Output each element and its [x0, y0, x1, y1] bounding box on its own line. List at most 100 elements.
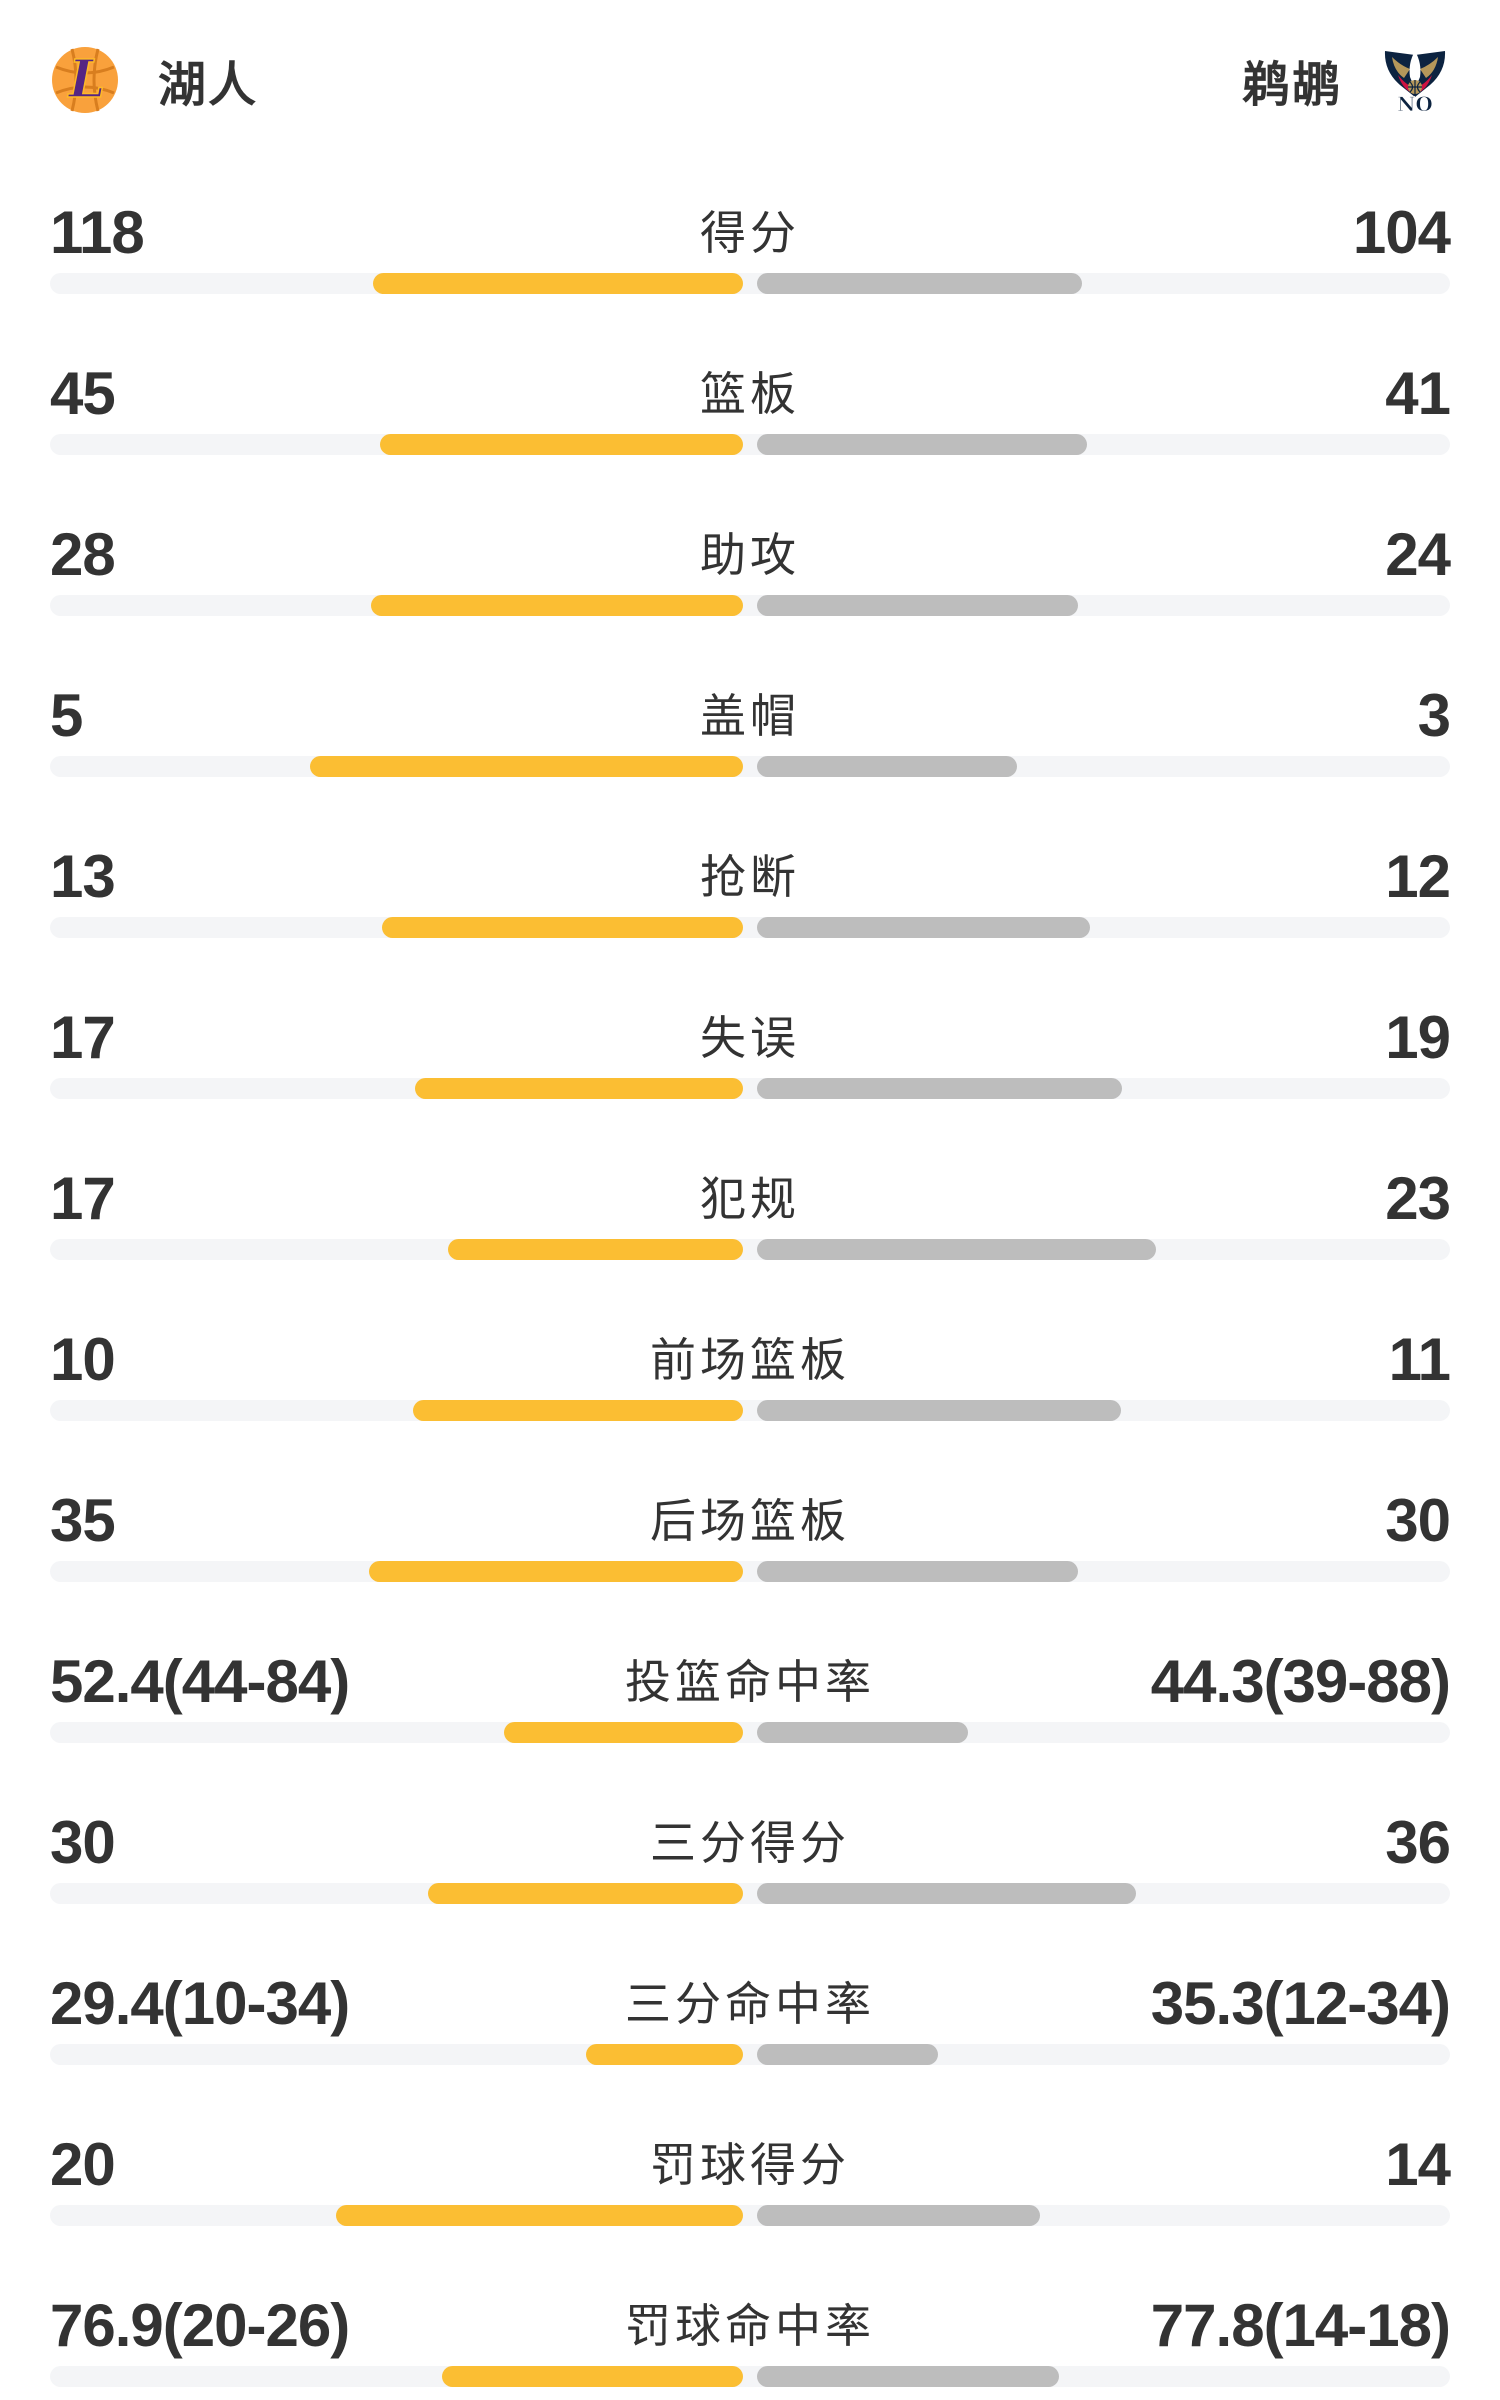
stat-bar-track [50, 2366, 1450, 2387]
away-team: 鹈鹕 NO [1242, 45, 1450, 115]
stat-bar-track [50, 756, 1450, 777]
stat-bar-track [50, 1400, 1450, 1421]
stat-bar-home [447, 1239, 743, 1260]
stat-row: 13 抢断 12 [50, 842, 1451, 938]
stat-bar-home [380, 434, 743, 455]
stat-bar-away [757, 1078, 1123, 1099]
stat-bar-home [373, 273, 743, 294]
stat-bar-home [412, 1400, 743, 1421]
stat-bar-home [503, 1722, 743, 1743]
away-team-name: 鹈鹕 [1241, 59, 1342, 112]
stat-bar-track [50, 434, 1450, 455]
stat-row: 10 前场篮板 11 [50, 1325, 1451, 1421]
stat-bar-away [757, 2366, 1060, 2387]
lakers-logo-icon: L [52, 47, 118, 113]
stat-home-value: 10 [50, 1326, 116, 1393]
stat-bar-home [310, 756, 743, 777]
stat-bar-away [757, 273, 1082, 294]
stat-label: 篮板 [700, 368, 800, 420]
stat-away-value: 12 [1385, 843, 1451, 910]
stat-label: 罚球命中率 [625, 2300, 875, 2352]
stat-bar-away [757, 434, 1088, 455]
stat-away-value: 36 [1385, 1809, 1451, 1876]
stat-bar-home [381, 917, 743, 938]
stat-away-value: 3 [1417, 682, 1451, 749]
stat-row: 30 三分得分 36 [50, 1808, 1451, 1904]
stat-bar-away [757, 1883, 1137, 1904]
svg-text:L: L [67, 49, 106, 110]
stat-row: 76.9(20-26) 罚球命中率 77.8(14-18) [50, 2291, 1451, 2387]
match-header: L 湖人 鹈鹕 NO [50, 0, 1450, 116]
stat-bar-track [50, 1239, 1450, 1260]
stat-home-value: 29.4(10-34) [50, 1970, 350, 2037]
stats-list: 118 得分 104 45 篮板 41 28 助攻 [50, 198, 1451, 2387]
stat-bar-track [50, 1883, 1450, 1904]
stat-home-value: 13 [50, 843, 116, 910]
stat-row: 20 罚球得分 14 [50, 2130, 1451, 2226]
stat-home-value: 20 [50, 2131, 116, 2198]
stat-row: 118 得分 104 [50, 198, 1451, 294]
stat-away-value: 24 [1385, 521, 1451, 588]
stat-home-value: 76.9(20-26) [50, 2292, 350, 2359]
stat-home-value: 28 [50, 521, 116, 588]
stat-row: 29.4(10-34) 三分命中率 35.3(12-34) [50, 1969, 1451, 2065]
stat-label: 助攻 [700, 529, 800, 581]
stat-bar-away [757, 1722, 969, 1743]
stat-bar-track [50, 2205, 1450, 2226]
stat-away-value: 11 [1388, 1326, 1451, 1393]
stat-away-value: 77.8(14-18) [1150, 2292, 1451, 2359]
stat-bar-away [757, 2205, 1040, 2226]
stat-bar-track [50, 917, 1450, 938]
stat-bar-away [757, 1561, 1078, 1582]
stat-label: 投篮命中率 [625, 1656, 875, 1708]
stat-home-value: 45 [50, 360, 116, 427]
stat-bar-away [757, 1239, 1156, 1260]
stat-home-value: 118 [50, 199, 145, 266]
stat-bar-track [50, 1561, 1450, 1582]
stat-away-value: 44.3(39-88) [1150, 1648, 1451, 1715]
stat-label: 前场篮板 [650, 1334, 850, 1386]
stat-away-value: 41 [1385, 360, 1451, 427]
stat-label: 三分命中率 [625, 1978, 875, 2030]
stat-row: 28 助攻 24 [50, 520, 1451, 616]
stat-label: 后场篮板 [650, 1495, 850, 1547]
stat-row: 17 失误 19 [50, 1003, 1451, 1099]
stat-row: 45 篮板 41 [50, 359, 1451, 455]
stat-bar-track [50, 595, 1450, 616]
stat-bar-track [50, 2044, 1450, 2065]
pelicans-logo-icon: NO [1384, 51, 1446, 115]
home-team: L 湖人 [50, 45, 258, 115]
stat-bar-home [586, 2044, 743, 2065]
stat-bar-track [50, 273, 1450, 294]
stat-bar-home [442, 2366, 743, 2387]
home-team-name: 湖人 [158, 59, 259, 112]
stat-bar-home [428, 1883, 743, 1904]
stat-home-value: 30 [50, 1809, 116, 1876]
stat-label: 罚球得分 [650, 2139, 850, 2191]
stat-bar-home [415, 1078, 743, 1099]
stat-row: 35 后场篮板 30 [50, 1486, 1451, 1582]
stat-label: 盖帽 [700, 690, 800, 742]
stat-bar-home [369, 1561, 743, 1582]
stat-bar-home [335, 2205, 743, 2226]
stat-home-value: 35 [50, 1487, 116, 1554]
stat-label: 抢断 [700, 851, 800, 903]
stat-label: 三分得分 [650, 1817, 850, 1869]
stat-away-value: 104 [1352, 199, 1451, 266]
stat-bar-away [757, 2044, 938, 2065]
stat-away-value: 35.3(12-34) [1150, 1970, 1451, 2037]
stat-away-value: 23 [1385, 1165, 1451, 1232]
stat-bar-track [50, 1722, 1450, 1743]
stat-row: 17 犯规 23 [50, 1164, 1451, 1260]
stat-home-value: 17 [50, 1165, 116, 1232]
stat-label: 得分 [700, 207, 800, 259]
stat-home-value: 52.4(44-84) [50, 1648, 350, 1715]
stat-label: 犯规 [700, 1173, 800, 1225]
stat-bar-home [370, 595, 743, 616]
stat-bar-away [757, 917, 1091, 938]
stat-row: 5 盖帽 3 [50, 681, 1451, 777]
stat-home-value: 5 [50, 682, 83, 749]
stat-bar-away [757, 595, 1078, 616]
stat-home-value: 17 [50, 1004, 116, 1071]
